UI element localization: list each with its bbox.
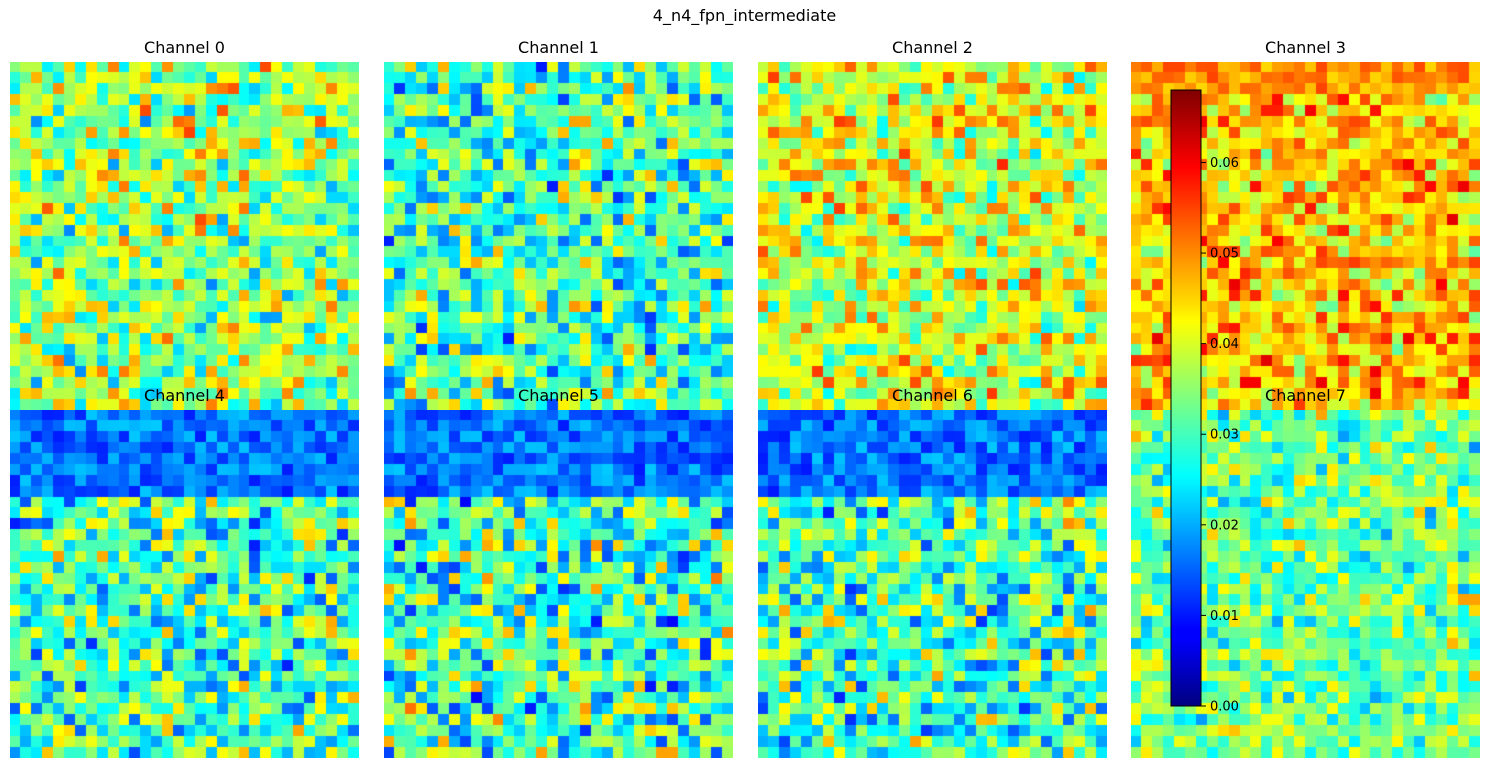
panel-title-channel-3: Channel 3	[1265, 38, 1346, 57]
colorbar-tick-label: 0.01	[1210, 609, 1239, 624]
figure-title: 4_n4_fpn_intermediate	[652, 6, 837, 25]
colorbar-tick-label: 0.06	[1210, 156, 1239, 171]
colorbar-tick-label: 0.05	[1210, 247, 1239, 262]
heatmap-channel-1	[384, 62, 733, 410]
heatmap-channel-4	[10, 410, 359, 758]
heatmap-channel-0	[10, 62, 359, 410]
colorbar: 0.00 0.01 0.02 0.03 0.04 0.05 0.06	[1170, 89, 1239, 715]
colorbar-tick-label: 0.00	[1210, 700, 1239, 715]
colorbar-tick-label: 0.03	[1210, 428, 1239, 443]
heatmap-channel-5	[384, 410, 733, 758]
panel-title-channel-0: Channel 0	[144, 38, 225, 57]
panel-title-channel-6: Channel 6	[892, 386, 973, 405]
panel-title-channel-1: Channel 1	[518, 38, 599, 57]
panel-title-channel-4: Channel 4	[144, 386, 225, 405]
panel-title-channel-2: Channel 2	[892, 38, 973, 57]
panel-title-channel-7: Channel 7	[1265, 386, 1346, 405]
colorbar-tick-label: 0.02	[1210, 518, 1239, 533]
panel-title-channel-5: Channel 5	[518, 386, 599, 405]
heatmap-channel-2	[758, 62, 1107, 410]
colorbar-tick-label: 0.04	[1210, 337, 1239, 352]
colorbar-gradient	[1170, 89, 1202, 707]
heatmap-channel-6	[758, 410, 1107, 758]
